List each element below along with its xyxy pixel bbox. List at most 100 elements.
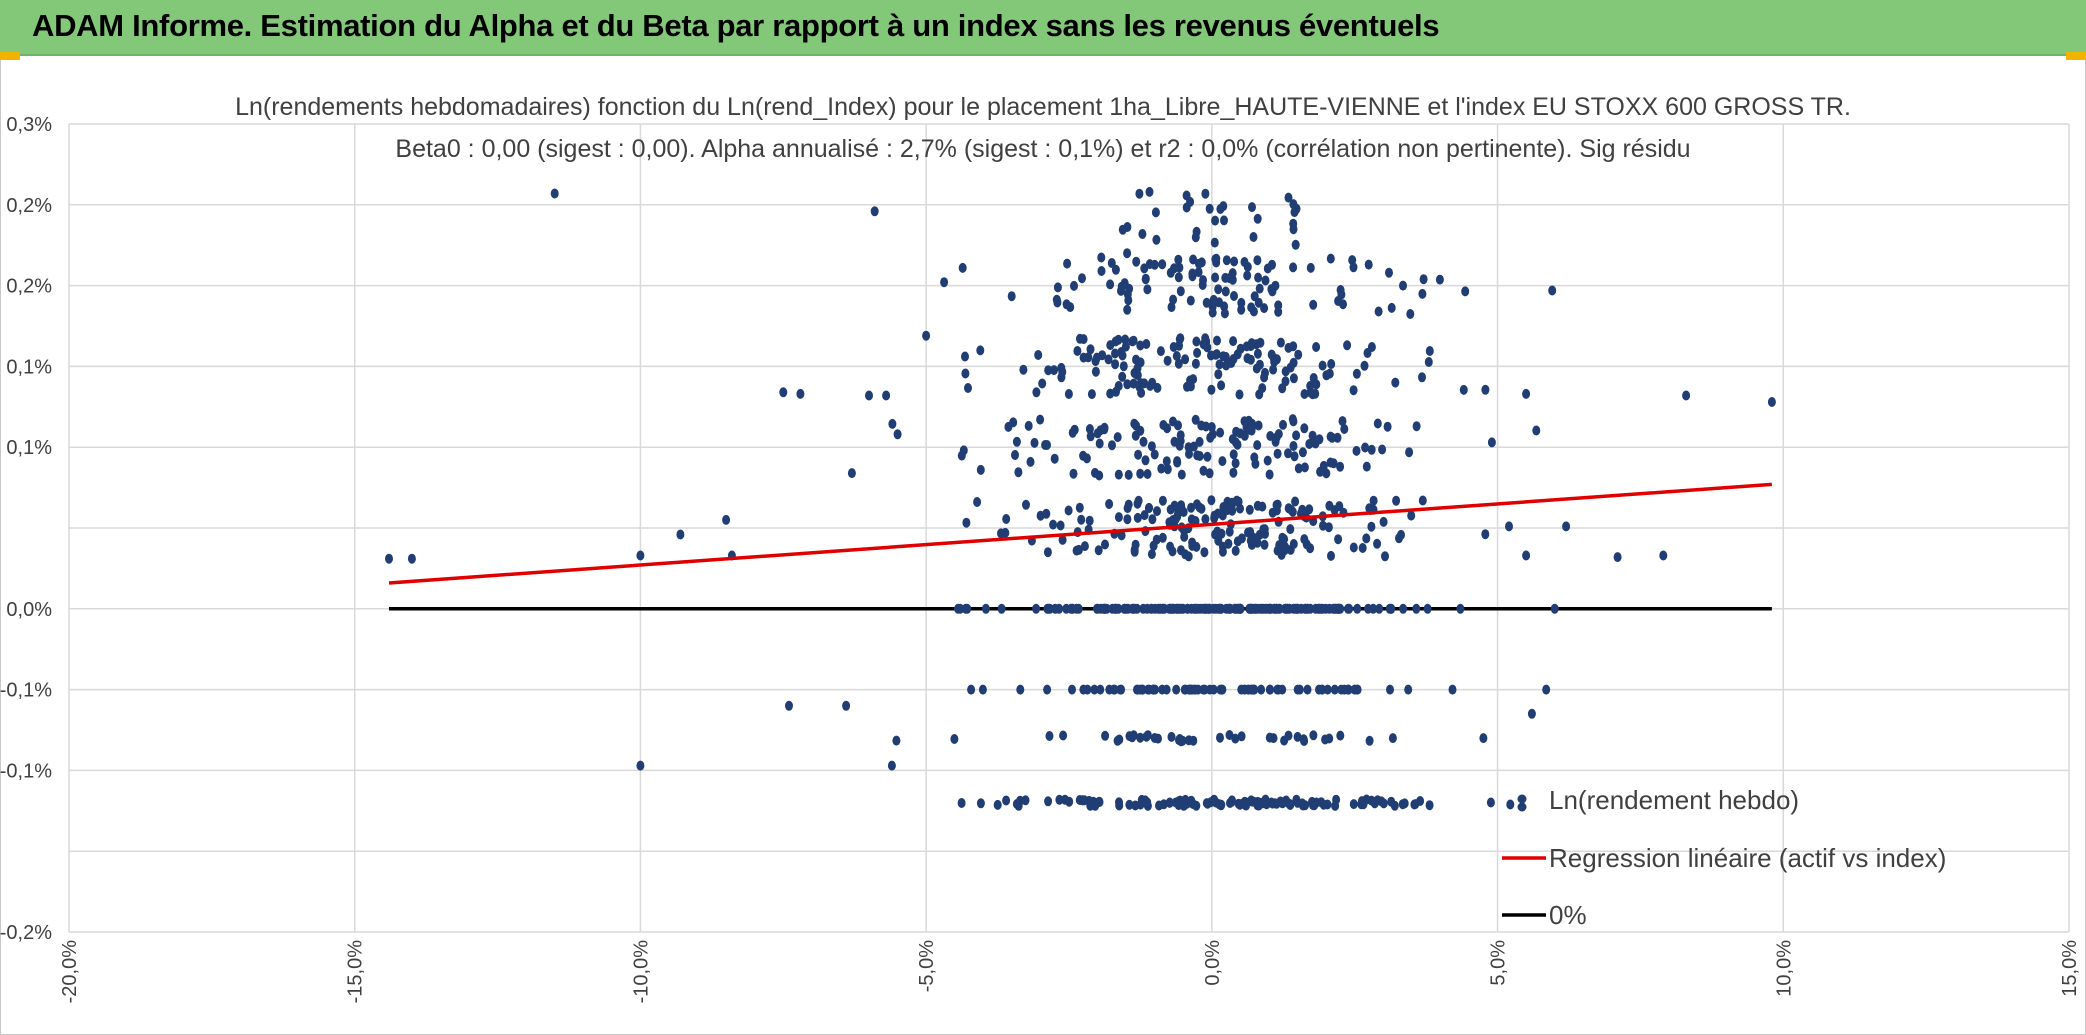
data-point-792 <box>1387 603 1396 614</box>
data-point-909 <box>1136 732 1145 743</box>
data-point-447 <box>1030 437 1039 448</box>
data-point-94 <box>1230 256 1239 267</box>
data-point-348 <box>1274 429 1283 439</box>
data-point-452 <box>1206 432 1215 443</box>
x-tick-label-4: 0,0% <box>1202 940 1224 986</box>
data-point-917 <box>1280 735 1289 746</box>
data-point-331 <box>1024 420 1033 431</box>
data-point-408 <box>1176 436 1185 446</box>
data-point-1059 <box>1091 800 1100 811</box>
data-point-296 <box>1255 359 1264 370</box>
data-point-513 <box>1064 505 1073 516</box>
data-point-543 <box>1105 499 1114 509</box>
data-point-88 <box>1167 302 1176 313</box>
data-point-884 <box>1274 684 1283 695</box>
data-point-1034 <box>1228 795 1236 806</box>
data-point-770 <box>1190 603 1199 614</box>
data-point-412 <box>1326 431 1335 442</box>
legend-label-regression: Regression linéaire (actif vs index) <box>1549 843 1946 873</box>
data-point-163 <box>1188 268 1197 279</box>
data-point-826 <box>1303 684 1312 695</box>
data-point-335 <box>1163 464 1172 475</box>
data-point-199 <box>1294 349 1303 360</box>
data-point-434 <box>1338 416 1347 427</box>
corner-marker-left <box>0 52 20 60</box>
data-point-522 <box>1234 496 1243 507</box>
data-point-0 <box>385 553 393 564</box>
data-point-915 <box>1142 731 1151 742</box>
data-point-901 <box>1336 730 1345 741</box>
data-point-226 <box>1207 384 1216 395</box>
y-tick-label-6: -0,1% <box>0 680 52 702</box>
data-point-92 <box>1007 291 1016 302</box>
data-point-869 <box>1194 684 1203 695</box>
data-point-258 <box>1309 373 1318 383</box>
data-point-91 <box>1097 252 1106 263</box>
data-point-355 <box>1298 447 1307 458</box>
data-point-300 <box>1325 368 1334 379</box>
data-point-401 <box>1191 414 1200 425</box>
x-tick-label-3: -5,0% <box>916 940 938 992</box>
data-point-1055 <box>1215 799 1224 810</box>
data-point-754 <box>954 603 963 614</box>
data-point-42 <box>1289 218 1298 229</box>
data-point-1043 <box>1387 796 1396 807</box>
data-point-421 <box>1100 424 1109 435</box>
data-point-192 <box>1418 372 1426 383</box>
data-point-1039 <box>1242 800 1250 811</box>
data-point-800 <box>1226 603 1235 614</box>
data-point-318 <box>1289 357 1298 368</box>
data-point-1052 <box>1078 795 1087 806</box>
data-point-125 <box>1052 294 1061 305</box>
data-point-310 <box>1300 389 1309 399</box>
data-point-1045 <box>1235 799 1244 810</box>
data-point-521 <box>1134 495 1143 506</box>
data-point-134 <box>1348 255 1357 266</box>
data-point-1057 <box>1332 794 1341 805</box>
data-point-360 <box>1289 441 1298 451</box>
page-title: ADAM Informe. Estimation du Alpha et du … <box>32 8 1440 43</box>
data-point-807 <box>1102 603 1111 614</box>
data-point-319 <box>1247 338 1256 349</box>
data-point-50 <box>1123 248 1132 259</box>
data-point-864 <box>1404 684 1413 695</box>
data-point-299 <box>1203 342 1212 353</box>
data-point-400 <box>1352 445 1361 456</box>
data-point-277 <box>1459 384 1468 395</box>
data-point-30 <box>1253 213 1262 224</box>
data-point-764 <box>1353 603 1362 614</box>
data-point-43 <box>1211 215 1220 226</box>
data-point-286 <box>1261 367 1269 378</box>
data-point-817 <box>1265 684 1274 695</box>
data-point-529 <box>1367 521 1376 532</box>
data-point-193 <box>1253 348 1262 359</box>
data-point-525 <box>1305 504 1314 515</box>
data-point-98 <box>1070 280 1078 291</box>
data-point-802 <box>1283 603 1292 614</box>
data-point-437 <box>1086 431 1095 442</box>
data-point-25 <box>1562 521 1571 532</box>
data-point-877 <box>967 684 976 695</box>
data-point-1018 <box>1061 794 1069 805</box>
data-point-476 <box>1077 514 1086 525</box>
data-point-1023 <box>1268 798 1277 809</box>
data-point-622 <box>1272 500 1281 510</box>
data-point-313 <box>961 351 969 362</box>
data-point-276 <box>1079 352 1088 363</box>
data-point-863 <box>1200 684 1209 695</box>
data-point-822 <box>1542 684 1551 695</box>
data-point-211 <box>1119 361 1128 372</box>
data-point-33 <box>1201 188 1210 199</box>
data-point-911 <box>1309 730 1318 741</box>
data-point-295 <box>1114 381 1123 391</box>
data-point-68 <box>1222 255 1231 266</box>
data-point-638 <box>1124 499 1133 510</box>
data-point-547 <box>1148 514 1157 525</box>
data-point-470 <box>1327 550 1335 561</box>
data-point-1028 <box>1310 800 1319 811</box>
data-point-10 <box>870 206 879 217</box>
data-point-304 <box>1114 334 1123 345</box>
data-point-426 <box>1043 440 1051 450</box>
data-point-146 <box>1385 267 1393 278</box>
y-tick-label-1: 0,2% <box>6 195 52 217</box>
